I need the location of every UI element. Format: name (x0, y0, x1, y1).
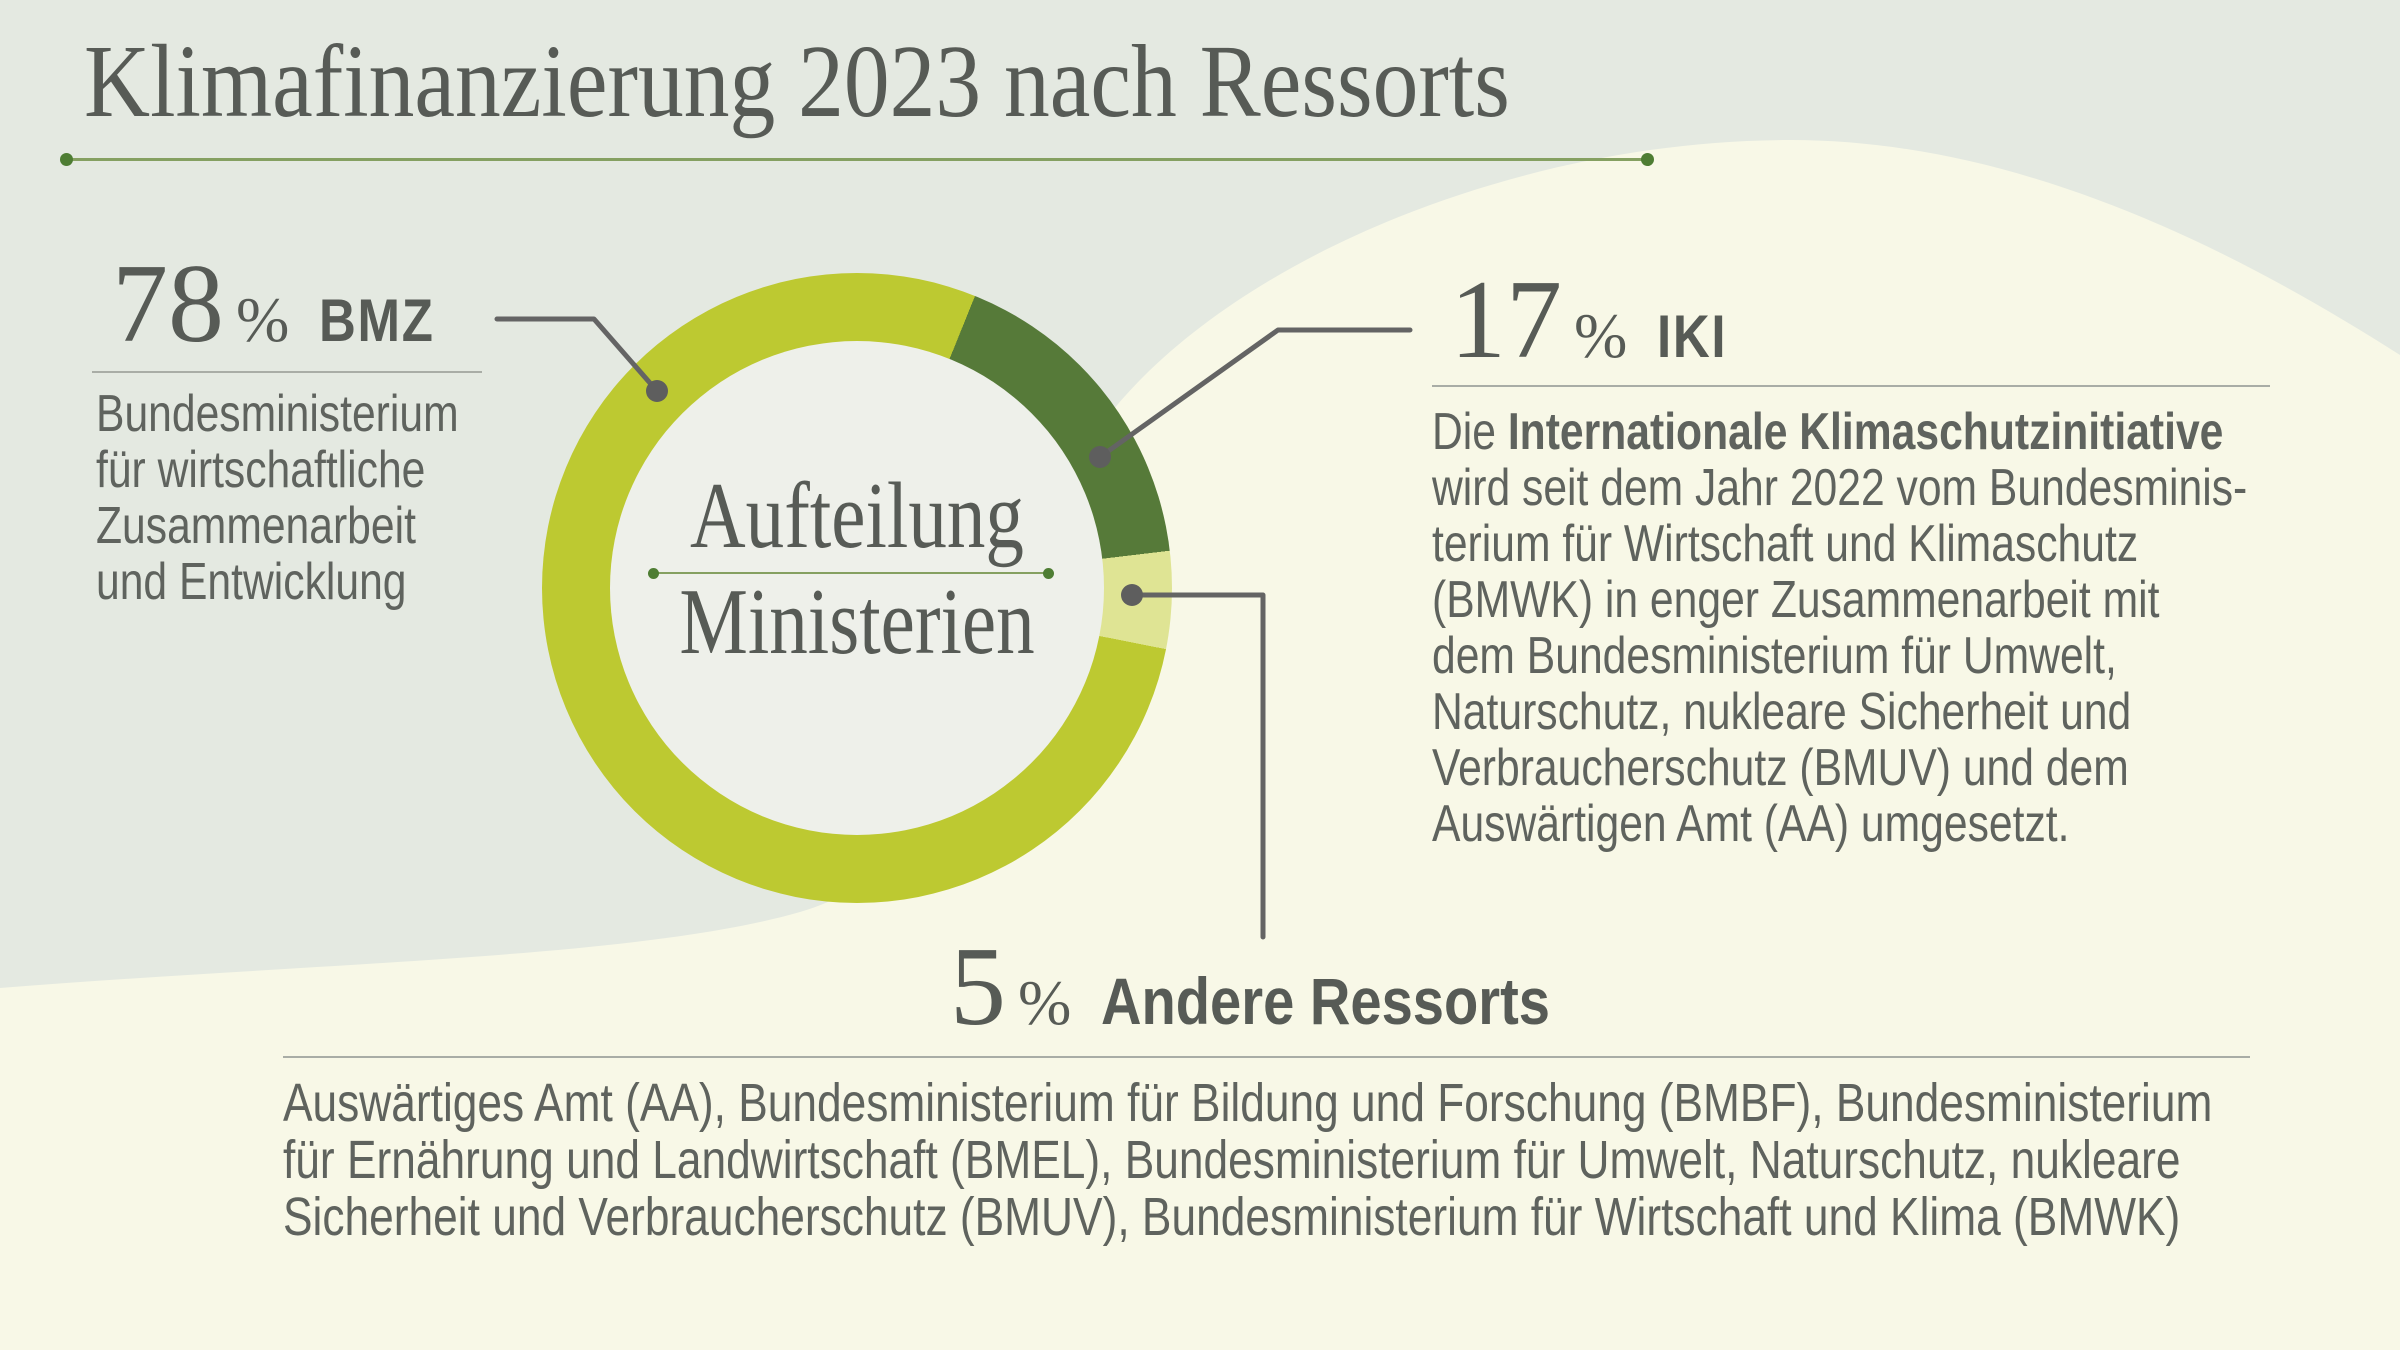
andere-label: Andere Ressorts (1101, 964, 1551, 1038)
andere-header-rule (283, 1056, 2250, 1058)
bmz-description-line: für wirtschaftliche (96, 441, 426, 499)
iki-description-line: Naturschutz, nukleare Sicherheit und (1432, 683, 2132, 741)
title-underline (60, 153, 1654, 166)
title-underline-left-dot (60, 153, 73, 166)
iki-description-bold: Internationale Klimaschutzinitiative (1507, 403, 2224, 461)
bmz-description-line: und Entwicklung (96, 553, 407, 611)
iki-description-line: (BMWK) in enger Zusammenarbeit mit (1432, 571, 2160, 629)
cream-wave-path (0, 140, 2400, 1350)
center-divider-right-dot (1043, 567, 1054, 579)
iki-label: IKI (1657, 303, 1728, 370)
iki-description-line: terium für Wirtschaft und Klimaschutz (1432, 515, 2139, 573)
andere-segment-dot (1121, 584, 1143, 606)
iki-description-line: Verbraucherschutz (BMUV) und dem (1432, 739, 2129, 797)
bmz-segment-dot (646, 380, 668, 402)
donut-chart (542, 273, 1172, 903)
bmz-description-line: Bundesministerium (96, 385, 459, 443)
donut-center-label-bottom: Ministerien (679, 570, 1035, 674)
bmz-callout-header: 78 % BMZ (112, 248, 455, 360)
bmz-label: BMZ (319, 287, 435, 354)
bmz-percent-value: 78 (112, 242, 224, 366)
iki-description: Die Internationale Klimaschutzinitiative… (1432, 404, 2400, 852)
andere-connector-line (1129, 592, 1266, 940)
iki-description-line: wird seit dem Jahr 2022 vom Bundesminis- (1432, 459, 2248, 517)
andere-percent-sign: % (1018, 967, 1072, 1038)
iki-connector-line (1097, 327, 1413, 460)
iki-percent-sign: % (1574, 300, 1628, 371)
andere-description-line: Sicherheit und Verbraucherschutz (BMUV),… (283, 1187, 2181, 1247)
bmz-connector-line (494, 316, 660, 394)
andere-percent-value: 5 (950, 925, 1006, 1049)
andere-description: Auswärtiges Amt (AA), Bundesministerium … (283, 1075, 2400, 1246)
page-title: Klimafinanzierung 2023 nach Ressorts (84, 24, 1510, 139)
andere-callout-header: 5 % Andere Ressorts (950, 931, 1630, 1043)
iki-segment-dot (1089, 446, 1111, 468)
center-divider-left-dot (648, 567, 659, 579)
iki-callout-header: 17 % IKI (1450, 264, 1740, 376)
title-underline-right-dot (1641, 153, 1654, 166)
iki-description-start: Die (1432, 403, 1508, 461)
iki-percent-value: 17 (1450, 258, 1562, 382)
andere-description-line: für Ernährung und Landwirtschaft (BMEL),… (283, 1130, 2181, 1190)
bmz-description-line: Zusammenarbeit (96, 497, 416, 555)
bmz-header-rule (92, 371, 482, 373)
bmz-percent-sign: % (236, 284, 290, 355)
iki-description-line: Die Internationale Klimaschutzinitiative (1432, 404, 2247, 460)
bmz-description: Bundesministerium für wirtschaftliche Zu… (96, 386, 538, 610)
donut-center-label-top: Aufteilung (690, 464, 1024, 568)
donut-center-divider (648, 567, 1054, 579)
iki-description-line: dem Bundesministerium für Umwelt, (1432, 627, 2117, 685)
iki-header-rule (1432, 385, 2270, 387)
iki-description-line: Auswärtigen Amt (AA) umgesetzt. (1432, 795, 2070, 853)
donut-hole (610, 341, 1104, 835)
andere-description-line: Auswärtiges Amt (AA), Bundesministerium … (283, 1073, 2213, 1133)
